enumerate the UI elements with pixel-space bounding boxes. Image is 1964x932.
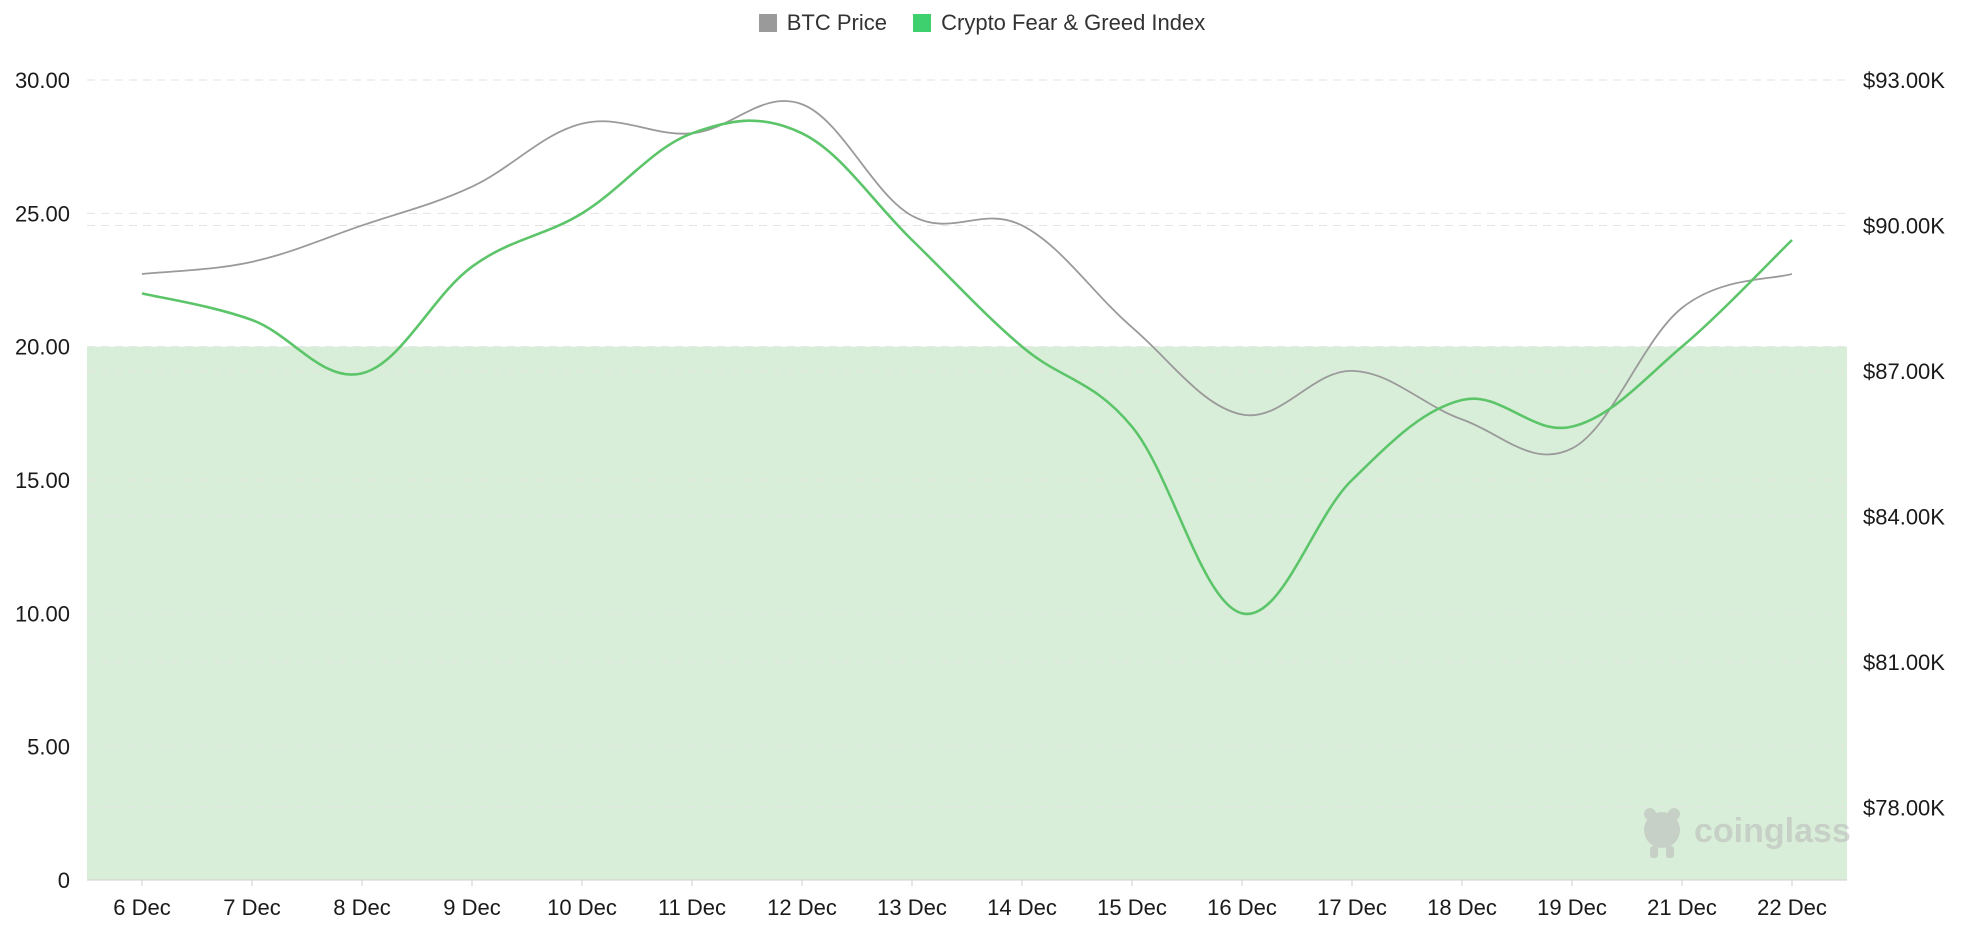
x-tick-label: 22 Dec [1757,895,1827,920]
x-tick-label: 9 Dec [443,895,500,920]
chart-legend: BTC Price Crypto Fear & Greed Index [0,10,1964,38]
y-right-tick-label: $93.00K [1863,68,1945,93]
y-right-tick-label: $87.00K [1863,359,1945,384]
x-tick-label: 10 Dec [547,895,617,920]
y-left-tick-label: 5.00 [27,735,70,760]
y-right-tick-label: $84.00K [1863,504,1945,529]
x-tick-label: 14 Dec [987,895,1057,920]
x-tick-label: 18 Dec [1427,895,1497,920]
legend-item-fear-greed[interactable]: Crypto Fear & Greed Index [913,10,1205,36]
y-right-tick-label: $81.00K [1863,650,1945,675]
x-tick-label: 7 Dec [223,895,280,920]
x-tick-label: 21 Dec [1647,895,1717,920]
legend-item-btc-price[interactable]: BTC Price [758,10,887,36]
y-right-tick-label: $90.00K [1863,213,1945,238]
y-right-tick-label: $78.00K [1863,795,1945,820]
x-tick-label: 12 Dec [767,895,837,920]
y-axis-right: $93.00K $90.00K $87.00K $84.00K $81.00K $78.0… [1863,68,1945,820]
x-tick-label: 13 Dec [877,895,947,920]
legend-swatch-btc-price [758,14,777,32]
watermark-text: coinglass [1694,812,1851,850]
x-tick-label: 11 Dec [658,895,726,920]
x-tick-label: 6 Dec [113,895,170,920]
series-line-fear-greed [141,119,1793,616]
y-left-tick-label: 15.00 [15,468,70,493]
x-axis: 6 Dec 7 Dec 8 Dec 9 Dec 10 Dec 11 Dec 12 Dec 13… [87,879,1847,920]
x-tick-label: 19 Dec [1537,895,1607,920]
x-tick-label: 8 Dec [333,895,390,920]
coinglass-logo-icon [1644,808,1680,858]
y-axis-left: 30.00 25.00 20.00 15.00 10.00 5.00 0 [15,68,70,893]
y-left-tick-label: 25.00 [15,201,70,226]
shaded-band [87,346,1847,881]
y-left-tick-label: 30.00 [15,68,70,93]
legend-label-fear-greed: Crypto Fear & Greed Index [941,10,1206,35]
y-left-tick-label: 20.00 [15,335,70,360]
y-left-tick-label: 0 [58,868,70,893]
x-tick-label: 16 Dec [1207,895,1277,920]
y-left-tick-label: 10.00 [15,601,70,626]
x-tick-label: 15 Dec [1097,895,1167,920]
legend-label-btc-price: BTC Price [786,10,887,35]
legend-swatch-fear-greed [913,14,932,32]
series-line-btc-price [141,100,1793,456]
x-tick-label: 17 Dec [1317,895,1387,920]
watermark: coinglass [1644,808,1851,858]
